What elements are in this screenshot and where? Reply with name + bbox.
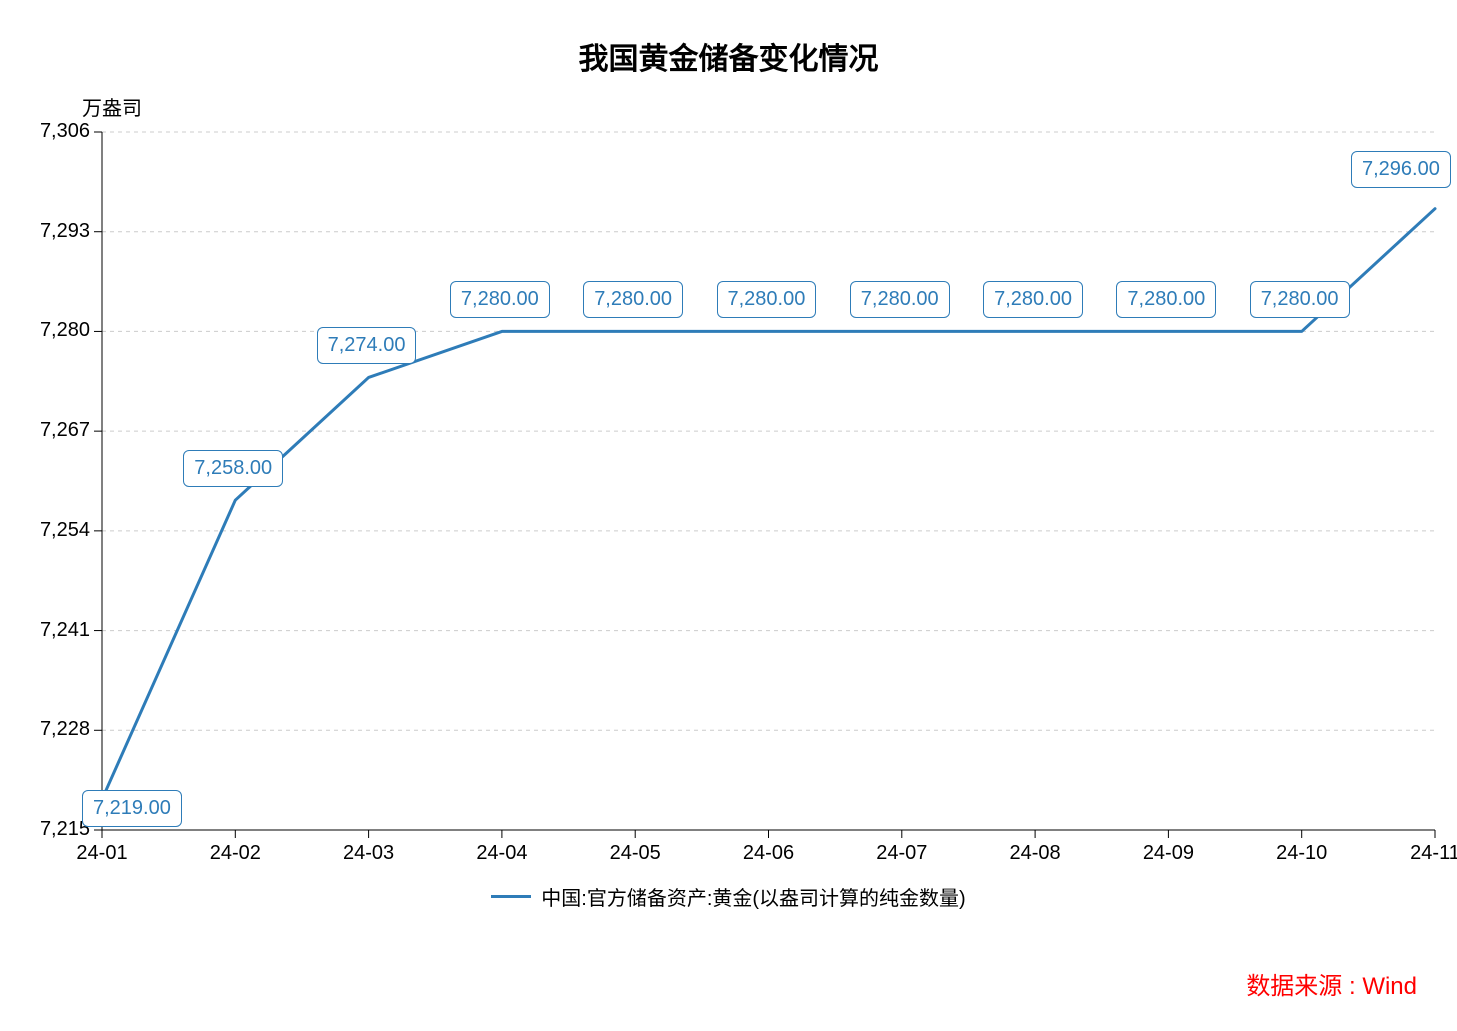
x-tick-label: 24-05 bbox=[595, 842, 675, 865]
legend-label: 中国:官方储备资产:黄金(以盎司计算的纯金数量) bbox=[541, 882, 965, 911]
data-point-label: 7,280.00 bbox=[850, 281, 950, 318]
y-tick-label: 7,228 bbox=[40, 718, 90, 741]
data-point-label: 7,280.00 bbox=[450, 281, 550, 318]
x-tick-label: 24-10 bbox=[1262, 842, 1342, 865]
data-point-label: 7,296.00 bbox=[1351, 151, 1451, 188]
x-tick-label: 24-02 bbox=[195, 842, 275, 865]
y-tick-label: 7,267 bbox=[40, 419, 90, 442]
x-tick-label: 24-04 bbox=[462, 842, 542, 865]
y-tick-label: 7,293 bbox=[40, 220, 90, 243]
x-tick-label: 24-09 bbox=[1128, 842, 1208, 865]
legend-line-icon bbox=[491, 895, 531, 898]
y-tick-label: 7,306 bbox=[40, 120, 90, 143]
chart-plot-svg bbox=[0, 0, 1457, 1031]
x-tick-label: 24-03 bbox=[329, 842, 409, 865]
y-tick-label: 7,241 bbox=[40, 619, 90, 642]
x-tick-label: 24-07 bbox=[862, 842, 942, 865]
data-point-label: 7,280.00 bbox=[1116, 281, 1216, 318]
x-tick-label: 24-08 bbox=[995, 842, 1075, 865]
chart-legend: 中国:官方储备资产:黄金(以盎司计算的纯金数量) bbox=[0, 882, 1457, 911]
data-source-label: 数据来源 : Wind bbox=[1246, 966, 1417, 1001]
x-tick-label: 24-11 bbox=[1395, 842, 1457, 865]
data-point-label: 7,280.00 bbox=[1250, 281, 1350, 318]
data-point-label: 7,280.00 bbox=[717, 281, 817, 318]
y-tick-label: 7,254 bbox=[40, 519, 90, 542]
data-point-label: 7,274.00 bbox=[317, 327, 417, 364]
y-tick-label: 7,280 bbox=[40, 319, 90, 342]
data-point-label: 7,219.00 bbox=[82, 790, 182, 827]
x-tick-label: 24-01 bbox=[62, 842, 142, 865]
data-point-label: 7,280.00 bbox=[583, 281, 683, 318]
x-tick-label: 24-06 bbox=[729, 842, 809, 865]
data-point-label: 7,258.00 bbox=[183, 450, 283, 487]
data-point-label: 7,280.00 bbox=[983, 281, 1083, 318]
